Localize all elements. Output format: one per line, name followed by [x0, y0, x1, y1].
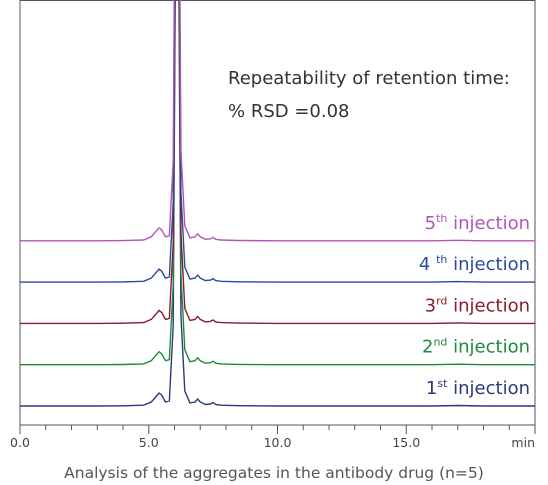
chart-caption: Analysis of the aggregates in the antibo…	[64, 464, 484, 482]
legend-text: 1	[426, 378, 437, 399]
legend-label: 4 th injection	[419, 253, 530, 275]
x-tick-label: min	[511, 435, 535, 450]
x-tick-label: 0.0	[10, 435, 30, 450]
trace	[20, 0, 535, 242]
legend-text: injection	[447, 254, 530, 275]
legend-superscript: th	[436, 253, 447, 266]
annotation: % RSD =0.08	[228, 101, 350, 122]
x-tick-label: 5.0	[139, 435, 159, 450]
x-tick-label: 10.0	[264, 435, 292, 450]
annotation: Repeatability of retention time:	[228, 68, 510, 89]
legend-superscript: st	[437, 377, 448, 390]
legend-label: 5th injection	[425, 212, 530, 234]
legend-text: 2	[422, 337, 433, 358]
trace	[20, 0, 535, 366]
legend-text: 5	[425, 213, 436, 234]
trace	[20, 0, 535, 283]
legend-label: 2nd injection	[422, 336, 530, 358]
trace	[20, 0, 535, 325]
legend-text: 3	[425, 295, 436, 316]
legend-label: 1st injection	[426, 377, 530, 399]
legend-text: injection	[447, 213, 530, 234]
legend-text: injection	[447, 337, 530, 358]
x-tick-label: 15.0	[392, 435, 420, 450]
legend-text: 4	[419, 254, 436, 275]
legend-superscript: nd	[433, 336, 447, 349]
legend-superscript: th	[436, 212, 447, 225]
traces	[20, 0, 535, 407]
trace	[20, 0, 535, 407]
legend-label: 3rd injection	[425, 294, 530, 316]
legend-text: injection	[447, 295, 530, 316]
legend-text: injection	[447, 378, 530, 399]
legend-superscript: rd	[436, 294, 447, 307]
